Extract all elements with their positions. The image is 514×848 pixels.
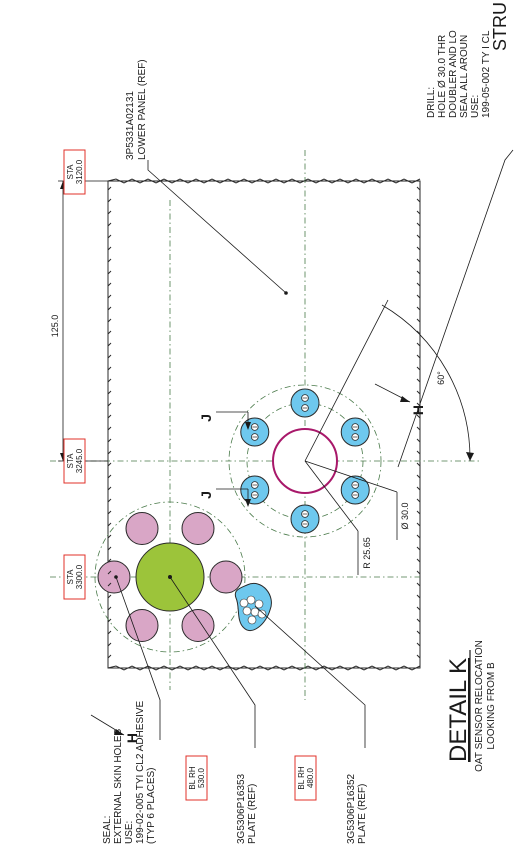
butt-line-box-480: BL RH 480.0 xyxy=(294,755,317,801)
skin-hole xyxy=(181,512,215,546)
skin-hole xyxy=(181,608,215,642)
fastener xyxy=(340,417,370,447)
small-plate-hatch xyxy=(239,595,267,625)
skin-hole xyxy=(125,608,159,642)
lower-panel-leader xyxy=(147,160,287,294)
fastener xyxy=(290,504,320,534)
plate-1-part-number: 3G5306P16353 xyxy=(236,773,247,844)
seal-note-line-5: (TYP 6 PLACES) xyxy=(146,767,157,844)
dimension-125-label: 125.0 xyxy=(50,315,60,338)
plate-2-description: PLATE (REF) xyxy=(357,784,368,844)
fastener xyxy=(240,417,270,447)
fastener-pattern-outer-circle xyxy=(228,384,382,538)
drill-note-line-1: DRILL: xyxy=(426,87,437,118)
drill-note-line-3: DOUBLER AND LO xyxy=(448,30,459,118)
lower-panel-leader-dot xyxy=(284,291,288,295)
seal-note-leader xyxy=(115,576,161,740)
seal-note-line-3: USE: xyxy=(124,821,135,844)
station-box-3245: STA 3245.0 xyxy=(63,438,86,484)
station-3245-value: 3245.0 xyxy=(75,448,84,473)
fastener-group xyxy=(240,388,370,534)
station-3300-value: 3300.0 xyxy=(75,564,84,589)
angle-arrow xyxy=(466,452,474,461)
drill-note-line-2: HOLE Ø 30.0 THR xyxy=(437,35,448,118)
angle-ray xyxy=(304,299,389,462)
panel-edge-tick xyxy=(416,186,421,659)
skin-hole xyxy=(97,560,131,594)
panel-edge-tick xyxy=(107,186,112,659)
plate-1-description: PLATE (REF) xyxy=(247,784,258,844)
drill-note-line-4: SEAL ALL AROUN xyxy=(459,35,470,118)
station-3300-label: STA xyxy=(66,569,75,585)
plate-hole-pattern-circle xyxy=(94,501,246,653)
butt-line-530-value: 530.0 xyxy=(197,767,206,788)
angle-label: 60° xyxy=(436,371,446,385)
section-h-marker-top: H xyxy=(374,383,426,415)
hatch-circle xyxy=(254,599,264,609)
skin-hole xyxy=(125,512,159,546)
butt-line-480-value: 480.0 xyxy=(306,767,315,788)
hatch-circle xyxy=(239,598,249,608)
seal-note-line-2: EXTERNAL SKIN HOLES xyxy=(113,728,124,844)
detail-title: DETAIL K xyxy=(445,658,472,762)
drill-note-line-5: USE: xyxy=(470,95,481,118)
radius-label: R 25.65 xyxy=(362,537,372,569)
butt-line-480-label: BL RH xyxy=(297,766,306,789)
skin-hole-group xyxy=(97,512,243,642)
seal-note-line-4: 199-02-005 TYI CL2 ADHESIVE xyxy=(135,700,146,844)
panel-break-line-bottom xyxy=(107,665,421,671)
station-3120-value: 3120.0 xyxy=(75,159,84,184)
section-j-label-1: J xyxy=(198,414,214,422)
section-j-marker-1: J xyxy=(198,411,251,430)
detail-subtitle-1: OAT SENSOR RELOCATION xyxy=(474,640,485,772)
diameter-label: Ø 30.0 xyxy=(400,502,410,529)
diameter-leader xyxy=(304,460,398,493)
station-3120-label: STA xyxy=(66,164,75,180)
butt-line-box-530: BL RH 530.0 xyxy=(185,755,208,801)
detail-subtitle-2: LOOKING FROM B xyxy=(486,662,497,750)
seal-note-line-1: SEAL: xyxy=(102,816,113,844)
fastener xyxy=(240,475,270,505)
small-plate-shape xyxy=(234,582,272,632)
radius-leader xyxy=(304,460,359,532)
plate-1-leader xyxy=(169,576,256,748)
hatch-circle xyxy=(247,615,257,625)
header-cut-text: STRU xyxy=(490,2,510,51)
skin-hole xyxy=(209,560,243,594)
section-j-marker-2: J xyxy=(198,488,251,507)
station-box-3300: STA 3300.0 xyxy=(63,554,86,600)
drill-note-leader xyxy=(397,149,514,468)
butt-line-530-label: BL RH xyxy=(188,766,197,789)
angle-arc xyxy=(381,304,471,462)
hatch-circle xyxy=(242,606,252,616)
fastener xyxy=(340,475,370,505)
section-h-label-bottom: H xyxy=(124,733,140,743)
section-h-marker-bottom: H xyxy=(90,714,140,743)
lower-panel-part-number: 3P5331A02131 xyxy=(125,91,136,160)
section-j-label-2: J xyxy=(198,491,214,499)
lower-panel-description: LOWER PANEL (REF) xyxy=(137,59,148,160)
drill-note-line-6: 199-05-002 TY I CL xyxy=(481,30,492,118)
seal-note-leader-dot xyxy=(114,575,118,579)
hatch-circle xyxy=(257,609,267,619)
plate-2-leader xyxy=(254,605,366,748)
station-box-3120: STA 3120.0 xyxy=(63,149,86,195)
fastener xyxy=(290,388,320,418)
plate-2-part-number: 3G5306P16352 xyxy=(346,773,357,844)
station-3245-label: STA xyxy=(66,453,75,469)
